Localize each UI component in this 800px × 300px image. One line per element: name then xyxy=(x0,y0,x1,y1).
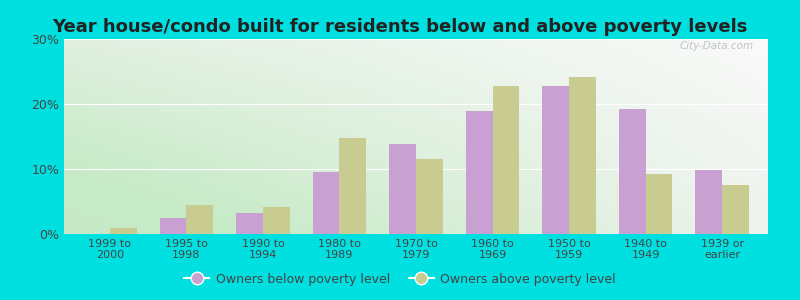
Bar xyxy=(339,138,366,234)
Bar xyxy=(416,159,442,234)
Bar xyxy=(186,205,214,234)
Bar xyxy=(466,110,493,234)
Bar xyxy=(646,174,672,234)
Bar xyxy=(695,170,722,234)
Text: City-Data.com: City-Data.com xyxy=(680,41,754,51)
Bar xyxy=(569,77,596,234)
Text: Year house/condo built for residents below and above poverty levels: Year house/condo built for residents bel… xyxy=(52,18,748,36)
Legend: Owners below poverty level, Owners above poverty level: Owners below poverty level, Owners above… xyxy=(179,268,621,291)
Bar xyxy=(236,213,263,234)
Bar xyxy=(263,207,290,234)
Bar xyxy=(160,218,186,234)
Bar xyxy=(618,109,646,234)
Bar xyxy=(390,144,416,234)
Bar xyxy=(722,185,749,234)
Bar xyxy=(313,172,339,234)
Bar xyxy=(110,227,137,234)
Bar xyxy=(542,86,569,234)
Bar xyxy=(493,86,519,234)
